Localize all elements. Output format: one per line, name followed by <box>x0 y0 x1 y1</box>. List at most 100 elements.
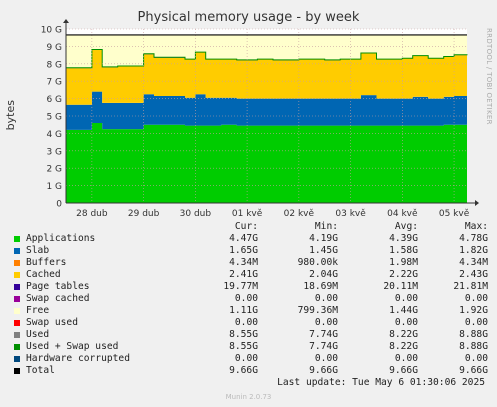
legend-name: Page tables <box>26 281 90 292</box>
legend-max: 4.78G <box>459 233 488 244</box>
y-tick-label: 10 G <box>41 26 62 36</box>
series-area-applications <box>66 123 467 203</box>
legend-avg: 8.22G <box>389 329 418 340</box>
legend-header-min: Min: <box>314 221 338 232</box>
legend-cur: 2.41G <box>229 269 258 280</box>
legend-header-avg: Avg: <box>394 221 418 232</box>
y-tick-label: 4 G <box>46 130 62 140</box>
legend-swatch <box>14 272 20 278</box>
legend-name: Slab <box>26 245 50 256</box>
legend-avg: 0.00 <box>394 293 418 304</box>
legend-max: 0.00 <box>464 293 488 304</box>
legend-row: Swap used 0.00 0.00 0.00 0.00 <box>12 317 490 329</box>
chart-title: Physical memory usage - by week <box>137 10 360 25</box>
legend-header-max: Max: <box>464 221 488 232</box>
legend-row: Used 8.55G 7.74G 8.22G 8.88G <box>12 329 490 341</box>
y-tick-label: 3 G <box>46 147 62 157</box>
y-axis-arrow <box>63 19 69 23</box>
legend-cur: 0.00 <box>234 317 258 328</box>
legend-header: Cur: Min: Avg: Max: <box>12 221 490 233</box>
legend-swatch <box>14 320 20 326</box>
legend-avg: 4.39G <box>389 233 418 244</box>
legend-max: 1.82G <box>459 245 488 256</box>
legend-min: 2.04G <box>309 269 338 280</box>
legend-name: Used <box>26 329 50 340</box>
x-tick-label: 05 kvě <box>439 209 470 219</box>
legend-avg: 1.98M <box>389 257 418 268</box>
legend-min: 7.74G <box>309 329 338 340</box>
legend-row: Swap cached 0.00 0.00 0.00 0.00 <box>12 293 490 305</box>
legend-name: Free <box>26 305 50 316</box>
chart-canvas: 0 1 G 2 G 3 G 4 G 5 G 6 G 7 G 8 G 9 G 10 G 28 dub 29… <box>41 19 479 219</box>
legend-swatch <box>14 332 20 338</box>
y-tick-label: 5 G <box>46 113 62 123</box>
legend-avg: 9.66G <box>389 365 418 376</box>
y-tick-label: 9 G <box>46 43 62 53</box>
legend-name: Swap cached <box>26 293 90 304</box>
legend-name: Cached <box>26 269 61 280</box>
legend-cur: 8.55G <box>229 329 258 340</box>
legend-avg: 8.22G <box>389 341 418 352</box>
legend-avg: 0.00 <box>394 353 418 364</box>
legend-swatch <box>14 308 20 314</box>
legend-min: 0.00 <box>314 293 338 304</box>
legend-row: Page tables 19.77M 18.69M 20.11M 21.81M <box>12 281 490 293</box>
legend-name: Total <box>26 365 55 376</box>
legend-min: 9.66G <box>309 365 338 376</box>
x-axis-arrow <box>475 200 479 206</box>
legend-name: Hardware corrupted <box>26 353 130 364</box>
legend-swatch <box>14 368 20 374</box>
legend-avg: 2.22G <box>389 269 418 280</box>
legend-min: 799.36M <box>297 305 338 316</box>
y-tick-label: 7 G <box>46 78 62 88</box>
x-tick-label: 29 dub <box>128 209 160 219</box>
legend-table: Cur: Min: Avg: Max: Applications 4.47G 4.1… <box>12 221 490 377</box>
legend-cur: 9.66G <box>229 365 258 376</box>
legend-row: Used + Swap used 8.55G 7.74G 8.22G 8.88G <box>12 341 490 353</box>
legend-min: 1.45G <box>309 245 338 256</box>
y-tick-label: 1 G <box>46 182 62 192</box>
legend-min: 7.74G <box>309 341 338 352</box>
legend-max: 4.34M <box>459 257 488 268</box>
munin-version: Munin 2.0.73 <box>225 393 272 401</box>
x-tick-label: 30 dub <box>180 209 212 219</box>
legend-cur: 0.00 <box>234 293 258 304</box>
legend-cur: 0.00 <box>234 353 258 364</box>
x-tick-label: 03 kvě <box>335 209 366 219</box>
legend-avg: 0.00 <box>394 317 418 328</box>
legend-avg: 1.58G <box>389 245 418 256</box>
legend-cur: 1.11G <box>229 305 258 316</box>
legend-name: Swap used <box>26 317 78 328</box>
legend-row: Hardware corrupted 0.00 0.00 0.00 0.00 <box>12 353 490 365</box>
series-area-slab <box>66 91 467 130</box>
legend-header-cur: Cur: <box>234 221 258 232</box>
y-tick-label: 0 <box>56 200 62 210</box>
legend-max: 1.92G <box>459 305 488 316</box>
legend-row: Cached 2.41G 2.04G 2.22G 2.43G <box>12 269 490 281</box>
legend-min: 0.00 <box>314 317 338 328</box>
legend-cur: 4.47G <box>229 233 258 244</box>
legend-row: Applications 4.47G 4.19G 4.39G 4.78G <box>12 233 490 245</box>
y-tick-label: 6 G <box>46 95 62 105</box>
legend-cur: 8.55G <box>229 341 258 352</box>
legend-min: 18.69M <box>303 281 338 292</box>
legend-swatch <box>14 356 20 362</box>
x-tick-label: 01 kvě <box>232 209 263 219</box>
x-tick-label: 28 dub <box>76 209 108 219</box>
legend-max: 8.88G <box>459 329 488 340</box>
legend-swatch <box>14 296 20 302</box>
legend-swatch <box>14 260 20 266</box>
legend-cur: 1.65G <box>229 245 258 256</box>
rrdtool-credit: RRDTOOL / TOBI OETIKER <box>485 28 493 125</box>
legend-max: 9.66G <box>459 365 488 376</box>
x-tick-label: 04 kvě <box>387 209 418 219</box>
series-line-used <box>66 49 468 69</box>
legend-max: 2.43G <box>459 269 488 280</box>
legend-cur: 19.77M <box>223 281 258 292</box>
y-tick-label: 2 G <box>46 165 62 175</box>
legend-max: 21.81M <box>453 281 488 292</box>
legend-cur: 4.34M <box>229 257 258 268</box>
last-update: Last update: Tue May 6 01:30:06 2025 <box>277 377 485 388</box>
legend-row: Slab 1.65G 1.45G 1.58G 1.82G <box>12 245 490 257</box>
